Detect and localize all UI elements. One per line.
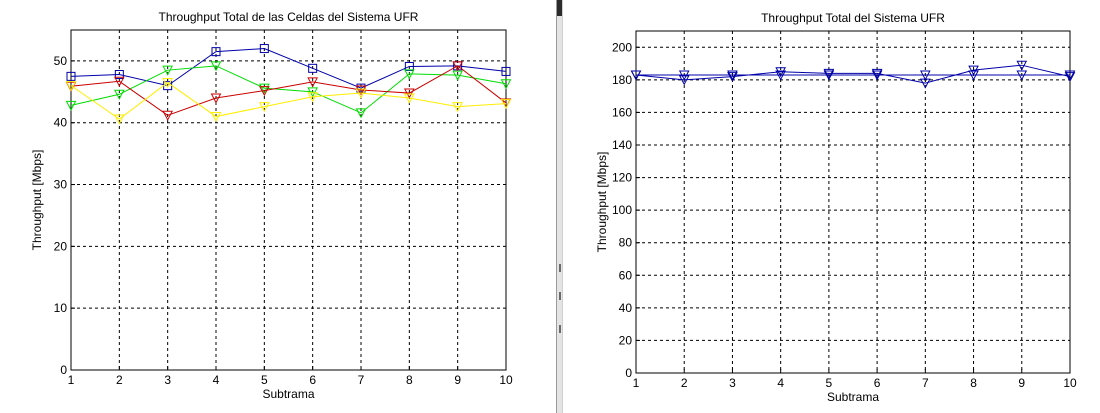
y-tick-label: 180 [612, 73, 632, 87]
x-tick-label: 3 [164, 373, 171, 387]
x-tick-label: 8 [970, 376, 977, 390]
x-tick-label: 2 [116, 373, 123, 387]
y-tick-label: 10 [54, 301, 68, 315]
y-tick-label: 0 [625, 366, 632, 380]
chart-right: 1 2 3 4 5 6 7 8 9 10020406080100120140160180200Th… [563, 0, 1100, 413]
right-figure-panel: 1 2 3 4 5 6 7 8 9 10 0 20 40 60 80 100 120 140 160 180 200 Th… [563, 0, 1100, 413]
y-tick-label: 40 [619, 301, 633, 315]
x-tick-label: 9 [1018, 376, 1025, 390]
y-tick-label: 100 [612, 203, 632, 217]
x-tick-label: 9 [454, 373, 461, 387]
x-tick-label: 5 [261, 373, 268, 387]
x-tick-label: 4 [213, 373, 220, 387]
chart-title: Throughput Total de las Celdas del Siste… [159, 10, 419, 24]
divider-tick [559, 292, 561, 300]
y-axis-label: Throughput [Mbps] [30, 150, 44, 251]
x-tick-label: 10 [499, 373, 513, 387]
divider-tick [559, 264, 561, 272]
x-tick-label: 8 [406, 373, 413, 387]
y-tick-label: 20 [619, 333, 633, 347]
plot-area [636, 31, 1070, 373]
y-tick-label: 0 [60, 363, 67, 377]
y-axis-label: Throughput [Mbps] [595, 152, 609, 253]
x-tick-label: 7 [358, 373, 365, 387]
y-tick-label: 50 [54, 54, 68, 68]
y-tick-label: 40 [54, 116, 68, 130]
x-tick-label: 6 [874, 376, 881, 390]
plot-area [71, 30, 506, 370]
x-tick-label: 1 [68, 373, 75, 387]
y-tick-label: 160 [612, 105, 632, 119]
divider-cap [557, 0, 562, 16]
x-tick-label: 5 [826, 376, 833, 390]
x-tick-label: 10 [1063, 376, 1077, 390]
x-axis-label: Subtrama [262, 387, 314, 401]
y-tick-label: 80 [619, 236, 633, 250]
x-tick-label: 7 [922, 376, 929, 390]
window-divider[interactable] [556, 0, 563, 413]
x-tick-label: 3 [729, 376, 736, 390]
chart-left: 1 2 3 4 5 6 7 8 9 10 0 10 20 30 40 50 Throughput Total d… [0, 0, 556, 413]
divider-tick [559, 325, 561, 333]
x-axis-label: Subtrama [827, 390, 879, 404]
y-tick-label: 200 [612, 40, 632, 54]
x-tick-label: 2 [681, 376, 688, 390]
y-tick-label: 20 [54, 239, 68, 253]
x-tick-label: 6 [309, 373, 316, 387]
y-tick-label: 30 [54, 178, 68, 192]
x-tick-label: 1 [633, 376, 640, 390]
left-figure-panel: 1 2 3 4 5 6 7 8 9 10 0 10 20 30 40 50 Throughput Total d… [0, 0, 556, 413]
x-tick-label: 4 [777, 376, 784, 390]
y-tick-label: 60 [619, 268, 633, 282]
y-tick-label: 140 [612, 138, 632, 152]
chart-title: Throughput Total del Sistema UFR [761, 11, 945, 25]
y-tick-label: 120 [612, 171, 632, 185]
